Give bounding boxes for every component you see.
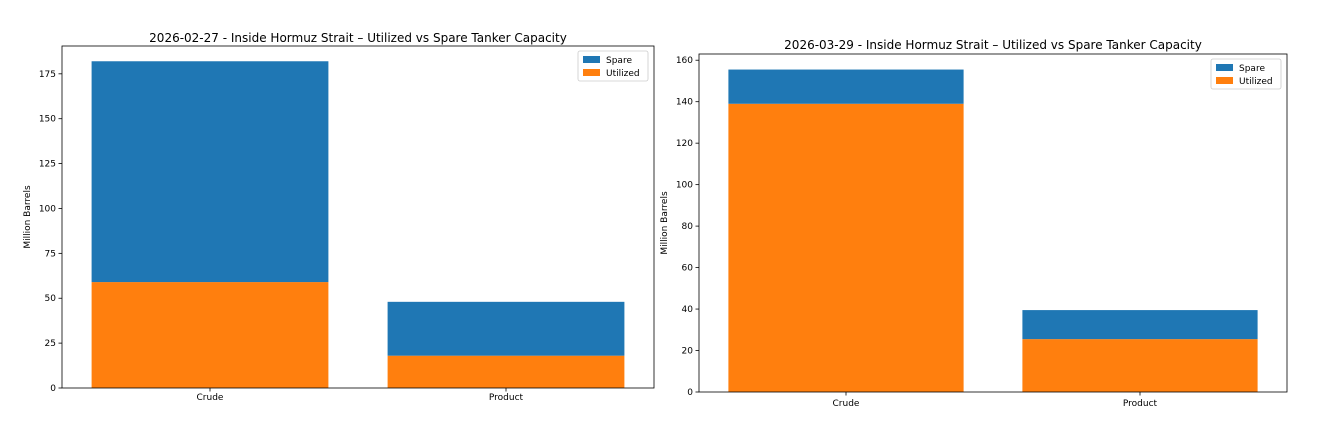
chart-1-bar-spare-crude: [91, 61, 329, 283]
chart-2-legend-label-utilized: Utilized: [1239, 77, 1273, 87]
chart-2-x-tick-label-product: Product: [1123, 399, 1158, 409]
chart-2-y-tick-label: 20: [682, 347, 694, 357]
chart-2-svg: 2026-03-29 - Inside Hormuz Strait – Util…: [660, 38, 1288, 409]
chart-1-x-tick-label-product: Product: [489, 393, 524, 403]
chart-1-legend-swatch-utilized: [583, 69, 600, 76]
chart-1-y-tick-label: 100: [39, 204, 56, 214]
chart-1-y-tick-label: 150: [39, 115, 56, 125]
chart-2-y-tick-label: 0: [687, 388, 693, 398]
chart-1-legend-label-utilized: Utilized: [606, 69, 640, 79]
chart-2-legend-swatch-spare: [1216, 64, 1233, 71]
chart-2-y-axis-label: Million Barrels: [660, 191, 670, 255]
chart-2-y-tick-label: 80: [682, 222, 694, 232]
chart-1-bar-utilized-crude: [91, 282, 329, 388]
chart-2-legend-label-spare: Spare: [1239, 64, 1265, 74]
chart-1-y-tick-label: 125: [39, 160, 56, 170]
chart-panel-2: 2026-03-29 - Inside Hormuz Strait – Util…: [660, 0, 1320, 424]
chart-2-bar-utilized-crude: [728, 103, 964, 392]
chart-1-title: 2026-02-27 - Inside Hormuz Strait – Util…: [149, 31, 567, 45]
chart-1-svg: 2026-02-27 - Inside Hormuz Strait – Util…: [23, 31, 655, 403]
chart-2-title: 2026-03-29 - Inside Hormuz Strait – Util…: [784, 38, 1202, 52]
chart-1-y-tick-label: 0: [50, 384, 56, 394]
chart-1-y-tick-label: 75: [45, 249, 56, 259]
chart-2-axes-frame: [698, 53, 1288, 393]
chart-2-bar-spare-crude: [728, 69, 964, 104]
chart-1-y-axis-label: Million Barrels: [23, 185, 33, 249]
chart-1-bar-utilized-product: [387, 355, 625, 388]
chart-2-y-tick-label: 60: [682, 264, 694, 274]
chart-1-y-tick-label: 50: [45, 294, 57, 304]
chart-2-y-tick-label: 140: [676, 98, 693, 108]
chart-2-legend-swatch-utilized: [1216, 77, 1233, 84]
chart-2-bar-spare-product: [1022, 310, 1258, 340]
chart-2-y-tick-label: 160: [676, 56, 693, 66]
chart-1-x-tick-label-crude: Crude: [197, 393, 224, 403]
chart-1-legend-swatch-spare: [583, 56, 600, 63]
chart-1-legend-label-spare: Spare: [606, 56, 632, 66]
chart-1-y-tick-label: 175: [39, 70, 56, 80]
chart-1-bar-spare-product: [387, 301, 625, 356]
chart-2-y-tick-label: 40: [682, 305, 694, 315]
chart-2-bar-utilized-product: [1022, 339, 1258, 392]
chart-2-y-tick-label: 120: [676, 139, 693, 149]
chart-panel-1: 2026-02-27 - Inside Hormuz Strait – Util…: [0, 0, 660, 424]
chart-1-axes-frame: [61, 45, 655, 389]
chart-2-y-tick-label: 100: [676, 181, 693, 191]
chart-2-x-tick-label-crude: Crude: [833, 399, 860, 409]
chart-1-y-tick-label: 25: [45, 339, 56, 349]
